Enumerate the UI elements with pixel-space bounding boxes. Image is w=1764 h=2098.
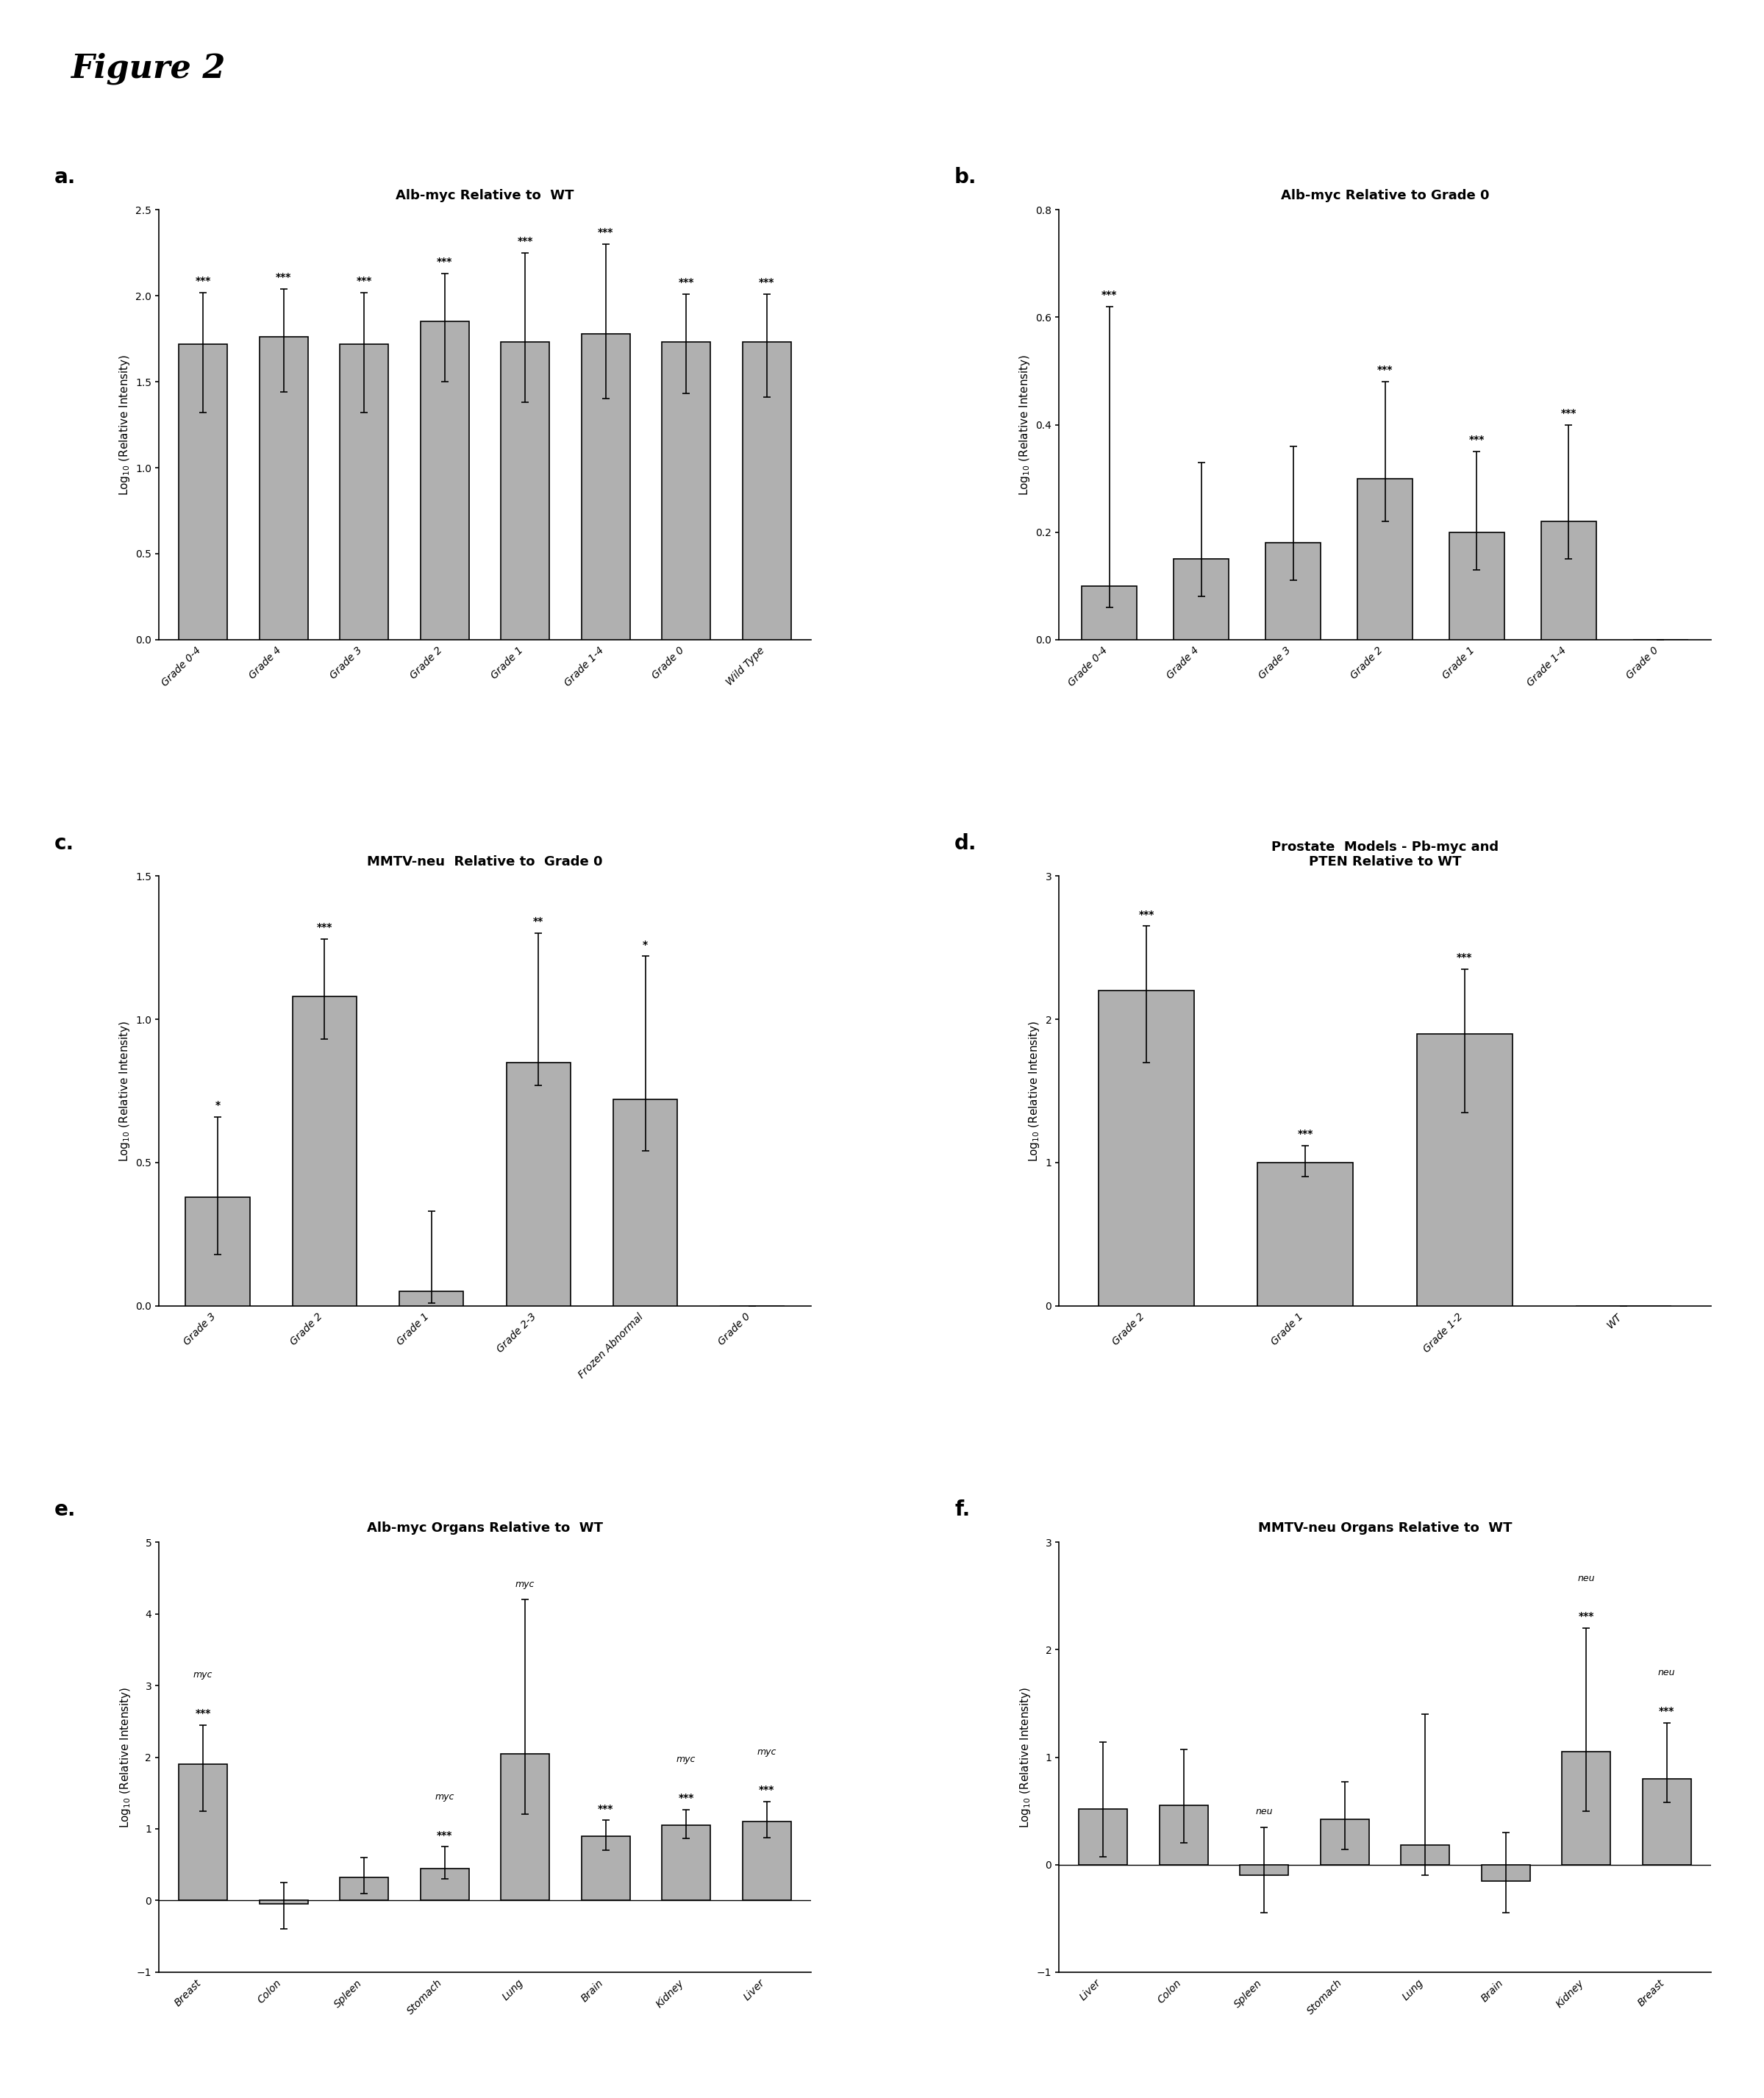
Title: Alb-myc Relative to Grade 0: Alb-myc Relative to Grade 0 bbox=[1281, 189, 1489, 204]
Bar bbox=[1240, 1865, 1288, 1876]
Y-axis label: Log$_{10}$ (Relative Intensity): Log$_{10}$ (Relative Intensity) bbox=[118, 355, 131, 495]
Text: d.: d. bbox=[954, 833, 977, 854]
Y-axis label: Log$_{10}$ (Relative Intensity): Log$_{10}$ (Relative Intensity) bbox=[1027, 1020, 1041, 1162]
Bar bbox=[340, 1878, 388, 1901]
Text: ***: *** bbox=[437, 1829, 453, 1840]
Y-axis label: Log$_{10}$ (Relative Intensity): Log$_{10}$ (Relative Intensity) bbox=[1018, 1687, 1032, 1827]
Text: **: ** bbox=[533, 917, 543, 927]
Text: ***: *** bbox=[196, 1708, 212, 1718]
Text: ***: *** bbox=[598, 227, 614, 237]
Text: neu: neu bbox=[1658, 1668, 1676, 1678]
Text: myc: myc bbox=[515, 1580, 534, 1588]
Text: ***: *** bbox=[437, 256, 453, 266]
Bar bbox=[662, 1825, 711, 1901]
Bar bbox=[662, 342, 711, 640]
Text: c.: c. bbox=[55, 833, 74, 854]
Bar bbox=[178, 1764, 228, 1901]
Text: *: * bbox=[642, 940, 647, 950]
Text: e.: e. bbox=[55, 1500, 76, 1519]
Bar bbox=[1258, 1162, 1353, 1305]
Bar bbox=[1081, 585, 1138, 640]
Bar bbox=[1416, 1034, 1512, 1305]
Bar bbox=[1080, 1808, 1127, 1865]
Text: ***: *** bbox=[759, 1785, 774, 1796]
Text: myc: myc bbox=[757, 1748, 776, 1756]
Text: myc: myc bbox=[194, 1670, 213, 1680]
Text: neu: neu bbox=[1256, 1806, 1274, 1817]
Text: ***: *** bbox=[679, 277, 693, 287]
Text: b.: b. bbox=[954, 168, 977, 187]
Bar bbox=[582, 334, 630, 640]
Title: MMTV-neu  Relative to  Grade 0: MMTV-neu Relative to Grade 0 bbox=[367, 856, 603, 869]
Bar bbox=[614, 1099, 677, 1305]
Text: ***: *** bbox=[1561, 407, 1577, 418]
Text: ***: *** bbox=[1658, 1706, 1674, 1716]
Bar bbox=[1099, 990, 1194, 1305]
Text: ***: *** bbox=[316, 923, 332, 934]
Bar bbox=[1358, 478, 1413, 640]
Bar bbox=[1482, 1865, 1529, 1880]
Bar bbox=[1321, 1819, 1369, 1865]
Text: ***: *** bbox=[196, 275, 212, 285]
Text: myc: myc bbox=[676, 1754, 695, 1764]
Text: neu: neu bbox=[1577, 1574, 1595, 1584]
Y-axis label: Log$_{10}$ (Relative Intensity): Log$_{10}$ (Relative Intensity) bbox=[118, 1020, 131, 1162]
Text: ***: *** bbox=[759, 277, 774, 287]
Bar bbox=[1159, 1806, 1208, 1865]
Bar bbox=[501, 342, 549, 640]
Text: ***: *** bbox=[1378, 365, 1394, 376]
Title: Alb-myc Organs Relative to  WT: Alb-myc Organs Relative to WT bbox=[367, 1521, 603, 1536]
Bar bbox=[743, 1821, 790, 1901]
Text: f.: f. bbox=[954, 1500, 970, 1519]
Bar bbox=[1642, 1779, 1692, 1865]
Bar bbox=[178, 344, 228, 640]
Bar bbox=[293, 997, 356, 1305]
Text: ***: *** bbox=[1138, 908, 1154, 919]
Text: ***: *** bbox=[1101, 290, 1117, 300]
Bar bbox=[185, 1198, 250, 1305]
Bar bbox=[420, 321, 469, 640]
Bar bbox=[1450, 533, 1505, 640]
Bar bbox=[1173, 558, 1230, 640]
Text: myc: myc bbox=[436, 1792, 455, 1802]
Bar bbox=[582, 1836, 630, 1901]
Text: ***: *** bbox=[598, 1804, 614, 1815]
Bar bbox=[1401, 1846, 1450, 1865]
Bar bbox=[259, 1901, 307, 1905]
Y-axis label: Log$_{10}$ (Relative Intensity): Log$_{10}$ (Relative Intensity) bbox=[1018, 355, 1032, 495]
Bar bbox=[506, 1062, 570, 1305]
Bar bbox=[1265, 543, 1321, 640]
Text: ***: *** bbox=[1457, 952, 1473, 963]
Text: ***: *** bbox=[1579, 1611, 1595, 1622]
Bar bbox=[1542, 522, 1596, 640]
Title: Prostate  Models - Pb-myc and
PTEN Relative to WT: Prostate Models - Pb-myc and PTEN Relati… bbox=[1272, 839, 1499, 869]
Text: Figure 2: Figure 2 bbox=[71, 52, 226, 84]
Text: ***: *** bbox=[679, 1794, 693, 1802]
Bar bbox=[340, 344, 388, 640]
Title: Alb-myc Relative to  WT: Alb-myc Relative to WT bbox=[395, 189, 573, 204]
Text: ***: *** bbox=[517, 237, 533, 245]
Title: MMTV-neu Organs Relative to  WT: MMTV-neu Organs Relative to WT bbox=[1258, 1521, 1512, 1536]
Text: ***: *** bbox=[1298, 1129, 1312, 1139]
Text: *: * bbox=[215, 1099, 220, 1110]
Bar bbox=[501, 1754, 549, 1901]
Text: a.: a. bbox=[55, 168, 76, 187]
Bar bbox=[420, 1867, 469, 1901]
Bar bbox=[743, 342, 790, 640]
Text: ***: *** bbox=[356, 275, 372, 285]
Text: ***: *** bbox=[1469, 434, 1485, 445]
Y-axis label: Log$_{10}$ (Relative Intensity): Log$_{10}$ (Relative Intensity) bbox=[118, 1687, 132, 1827]
Text: ***: *** bbox=[275, 273, 291, 283]
Bar bbox=[1563, 1752, 1611, 1865]
Bar bbox=[399, 1292, 464, 1305]
Bar bbox=[259, 338, 307, 640]
